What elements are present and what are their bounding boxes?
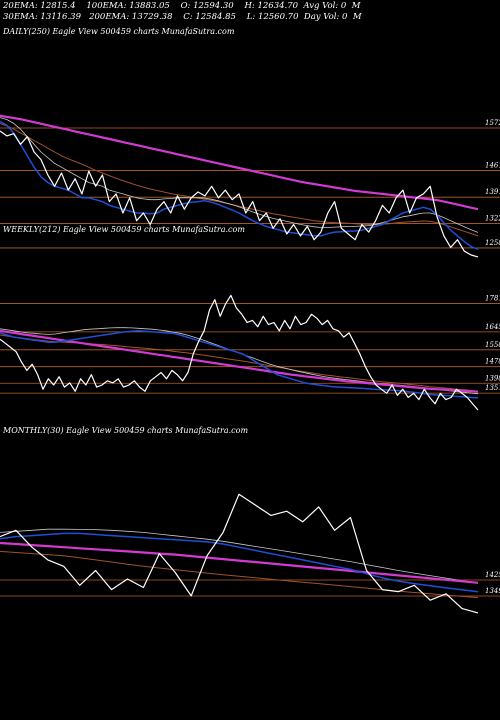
- monthly-ema-long-line: [0, 541, 479, 584]
- daily-ema-orange-line: [0, 122, 479, 237]
- weekly-price-line: [0, 294, 479, 411]
- weekly-level-label-2: 15589: [485, 341, 500, 349]
- monthly-ema-orange-line: [0, 550, 479, 599]
- monthly-level-label-1: 13496: [485, 587, 500, 595]
- monthly-ema-white-thin-line: [0, 528, 479, 584]
- daily-level-label-0: 15729: [485, 119, 500, 127]
- weekly-level-label-3: 14780: [485, 358, 500, 366]
- weekly-level-label-1: 16450: [485, 323, 500, 331]
- weekly-level-label-4: 13983: [485, 374, 500, 382]
- daily-ema-short-line: [0, 120, 479, 250]
- weekly-ema-short-line: [0, 330, 479, 399]
- weekly-level-label-5: 13511: [485, 384, 500, 392]
- monthly-price-line: [0, 493, 479, 614]
- monthly-level-label-0: 14253: [485, 571, 500, 579]
- header-line-1: 20EMA: 12815.4 100EMA: 13883.05 O: 12594…: [3, 1, 361, 11]
- daily-ema-white-thin-line: [0, 117, 479, 233]
- daily-level-label-3: 13227: [485, 214, 500, 222]
- weekly-ema-long-line: [0, 329, 479, 393]
- header-line-2: 30EMA: 13116.39 200EMA: 13729.38 C: 1258…: [3, 12, 362, 22]
- weekly-panel-title: WEEKLY(212) Eagle View 500459 charts Mun…: [3, 225, 245, 234]
- monthly-ema-short-line: [0, 532, 479, 593]
- daily-level-label-4: 12585: [485, 239, 500, 247]
- weekly-ema-orange-line: [0, 334, 479, 392]
- daily-level-label-2: 13915: [485, 188, 500, 196]
- weekly-level-label-0: 17810: [485, 295, 500, 303]
- daily-panel-title: DAILY(250) Eagle View 500459 charts Muna…: [3, 27, 235, 36]
- monthly-panel-title: MONTHLY(30) Eagle View 500459 charts Mun…: [3, 426, 249, 435]
- daily-price-line: [0, 130, 479, 258]
